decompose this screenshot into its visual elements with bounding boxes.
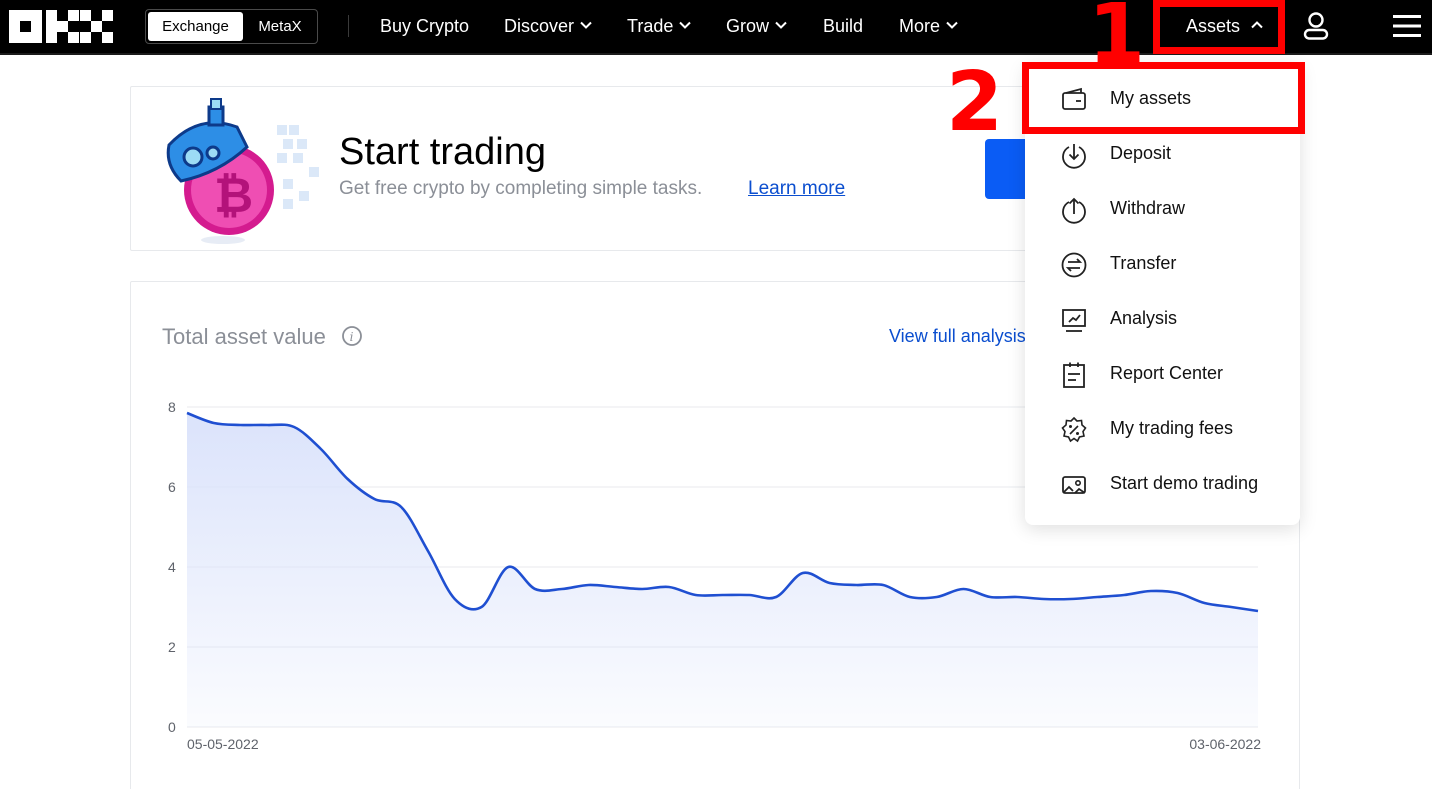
area-fill <box>187 413 1258 727</box>
exchange-tab[interactable]: Exchange <box>148 12 243 41</box>
transfer-icon <box>1061 252 1087 278</box>
nav-more-label: More <box>899 16 941 36</box>
report-icon <box>1063 362 1085 388</box>
nav-more[interactable]: More <box>899 0 958 53</box>
dropdown-item-label: Deposit <box>1110 143 1172 163</box>
annotation-box-step-2 <box>1022 62 1305 134</box>
dropdown-item-deposit[interactable]: Deposit <box>1025 126 1300 181</box>
x-tick-label-end: 03-06-2022 <box>1189 736 1261 752</box>
nav-discover[interactable]: Discover <box>504 0 592 53</box>
assets-dropdown-menu: My assets Deposit Withdraw Transfer Anal… <box>1025 63 1300 525</box>
asset-value-area-chart: 0 2 4 6 8 05-05-2022 03-06-2022 <box>168 399 1261 752</box>
chevron-down-icon <box>946 22 958 30</box>
nav-trade-label: Trade <box>627 16 674 36</box>
learn-more-link[interactable]: Learn more <box>748 178 846 199</box>
y-tick-label: 0 <box>168 719 176 735</box>
crypto-mascot-illustration: ₿ <box>166 98 319 244</box>
dropdown-item-withdraw[interactable]: Withdraw <box>1025 181 1300 236</box>
demo-trading-icon <box>1062 476 1086 494</box>
dropdown-item-report-center[interactable]: Report Center <box>1025 346 1300 401</box>
y-tick-label: 8 <box>168 399 176 415</box>
metax-tab[interactable]: MetaX <box>258 18 302 35</box>
dropdown-item-label: Transfer <box>1110 253 1177 273</box>
svg-text:₿: ₿ <box>214 168 253 224</box>
y-tick-label: 4 <box>168 559 176 575</box>
okx-logo[interactable]: OKX <box>9 9 113 44</box>
svg-text:i: i <box>350 330 354 344</box>
user-icon[interactable] <box>1302 11 1330 41</box>
chevron-up-icon <box>1251 21 1263 29</box>
wallet-icon <box>1062 87 1086 110</box>
y-tick-label: 6 <box>168 479 176 495</box>
nav-buy-crypto-label: Buy Crypto <box>380 16 470 36</box>
nav-discover-label: Discover <box>504 16 575 36</box>
dropdown-item-label: Analysis <box>1110 308 1178 328</box>
nav-buy-crypto[interactable]: Buy Crypto <box>380 0 469 53</box>
nav-grow[interactable]: Grow <box>726 0 787 53</box>
view-full-analysis-link[interactable]: View full analysis <box>889 326 1026 346</box>
banner-cta-button[interactable] <box>985 139 1031 199</box>
nav-grow-label: Grow <box>726 16 770 36</box>
dropdown-item-analysis[interactable]: Analysis <box>1025 291 1300 346</box>
x-tick-label-start: 05-05-2022 <box>187 736 259 752</box>
top-navigation-bar: OKX Exchange MetaX Buy Crypto Discover T… <box>0 0 1432 55</box>
deposit-icon <box>1062 144 1086 169</box>
total-asset-card: Total asset value i View full analysis 0… <box>130 281 1300 789</box>
banner-subtitle: Get free crypto by completing simple tas… <box>339 178 703 199</box>
info-icon[interactable]: i <box>341 325 363 347</box>
exchange-metax-toggle: Exchange MetaX <box>145 9 318 44</box>
dropdown-item-label: My assets <box>1110 88 1192 108</box>
annotation-number-2: 2 <box>946 55 1004 150</box>
dropdown-item-demo-trading[interactable]: Start demo trading <box>1025 456 1300 511</box>
dropdown-item-label: My trading fees <box>1110 418 1234 438</box>
dropdown-item-label: Report Center <box>1110 363 1224 383</box>
chevron-down-icon <box>775 22 787 30</box>
nav-build-label: Build <box>823 16 864 36</box>
nav-build[interactable]: Build <box>823 0 863 53</box>
fees-icon <box>1061 416 1087 443</box>
dropdown-item-transfer[interactable]: Transfer <box>1025 236 1300 291</box>
y-tick-label: 2 <box>168 639 176 655</box>
banner-title: Start trading <box>339 131 546 173</box>
annotation-box-step-1 <box>1153 0 1285 54</box>
dropdown-item-my-assets[interactable]: My assets <box>1025 71 1300 126</box>
chevron-down-icon <box>580 22 592 30</box>
dropdown-item-label: Withdraw <box>1110 198 1186 218</box>
dropdown-item-trading-fees[interactable]: My trading fees <box>1025 401 1300 456</box>
dropdown-item-label: Start demo trading <box>1110 473 1259 493</box>
assets-label: Assets <box>1186 16 1241 36</box>
nav-trade[interactable]: Trade <box>627 0 692 53</box>
assets-menu-button[interactable]: Assets <box>1186 0 1263 53</box>
analysis-icon <box>1062 309 1086 332</box>
start-trading-banner: ₿ Start trading Get free crypto by compl… <box>130 86 1031 251</box>
total-asset-title: Total asset value <box>162 324 326 349</box>
chevron-down-icon <box>679 22 692 30</box>
hamburger-menu-icon[interactable] <box>1392 12 1422 40</box>
nav-divider <box>348 15 349 37</box>
withdraw-icon <box>1062 197 1086 224</box>
